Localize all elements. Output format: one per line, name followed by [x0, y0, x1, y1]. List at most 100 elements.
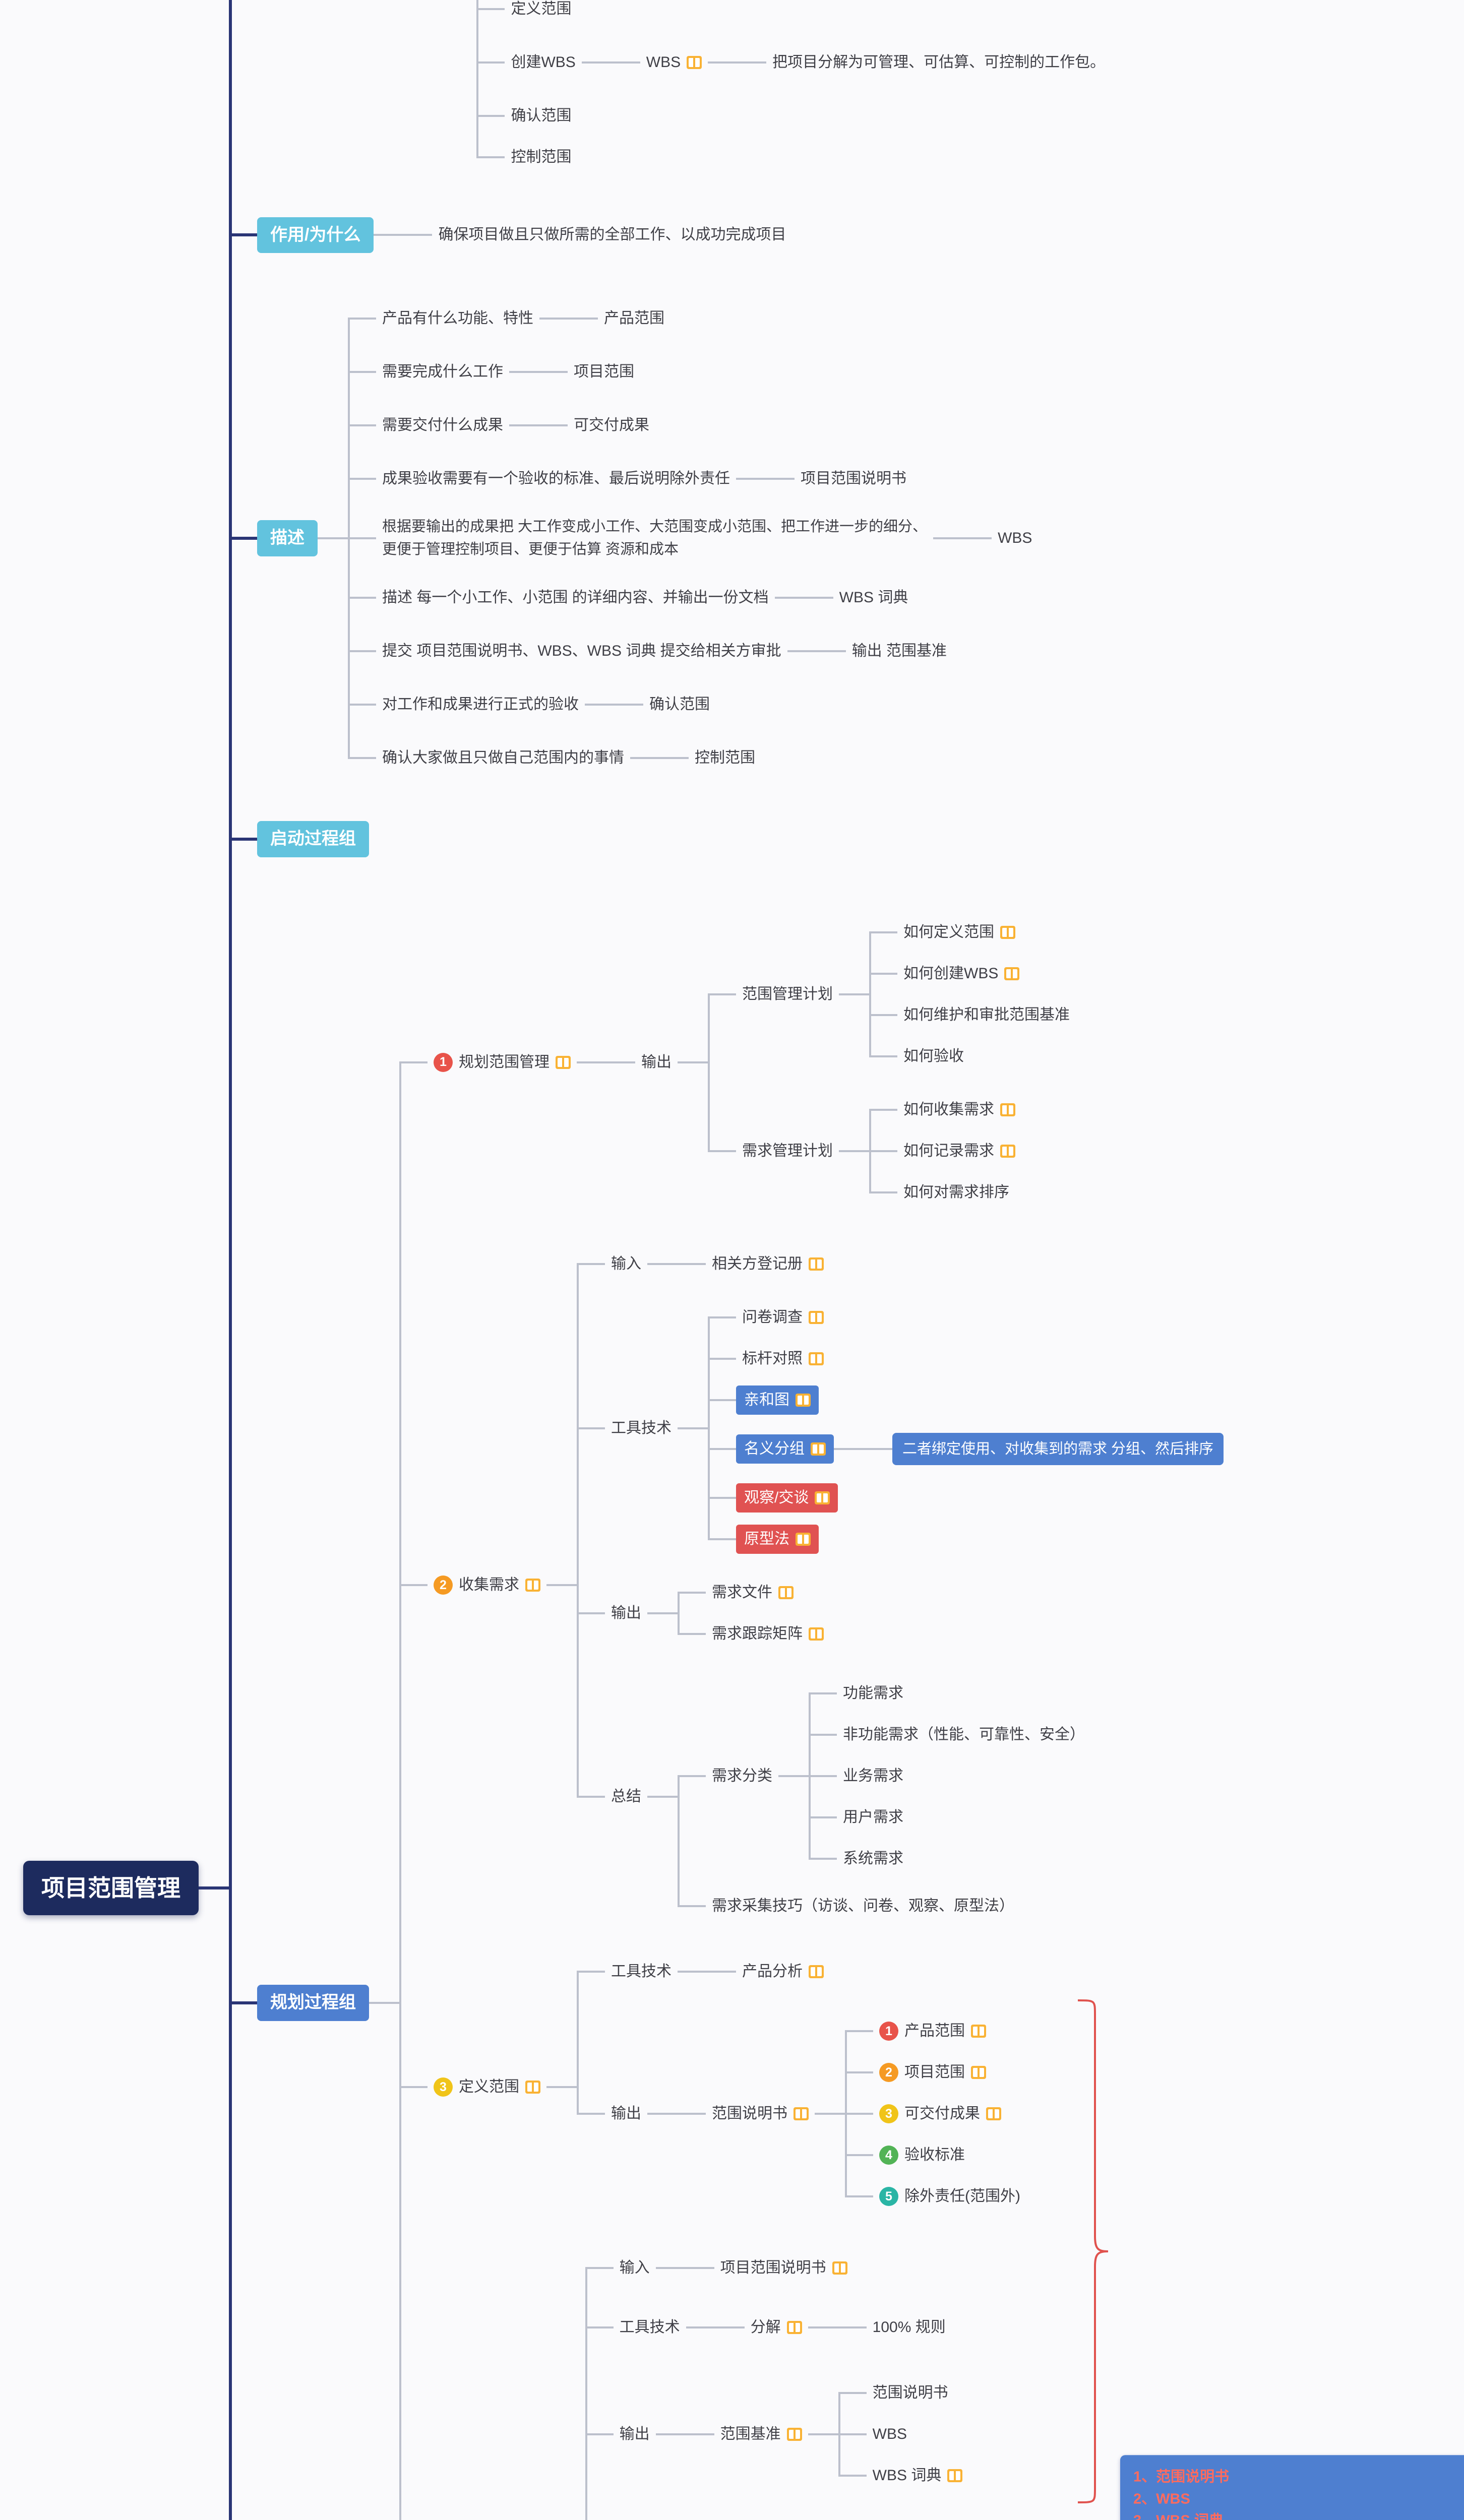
tree-branch: 二者绑定使用、对收集到的需求 分组、然后排序 [864, 1427, 1224, 1472]
node-label[interactable]: 工具技术 [605, 1957, 678, 1986]
node-label[interactable]: 分解 [745, 2313, 808, 2342]
node-label[interactable]: 定义范围 [505, 0, 577, 24]
node-label[interactable]: 范围基准 [714, 2420, 808, 2449]
connector-line [678, 1427, 708, 1430]
node-label[interactable]: 亲和图 [736, 1385, 819, 1415]
node-label[interactable]: 提交 项目范围说明书、WBS、WBS 词典 提交给相关方审批 [376, 637, 787, 666]
node-label[interactable]: 输出 范围基准 [846, 637, 953, 666]
mindmap-node: 根据要输出的成果把 大工作变成小工作、大范围变成小范围、把工作进一步的细分、 更… [376, 512, 1038, 565]
node-label[interactable]: 5 除外责任(范围外) [873, 2182, 1026, 2211]
node-label[interactable]: 根据要输出的成果把 大工作变成小工作、大范围变成小范围、把工作进一步的细分、 更… [376, 512, 933, 565]
node-label[interactable]: 名义分组 [736, 1434, 834, 1464]
node-label[interactable]: 如何记录需求 [897, 1137, 1021, 1166]
node-label[interactable]: 确认范围 [505, 101, 577, 131]
node-label[interactable]: 如何维护和审批范围基准 [897, 1000, 1076, 1030]
node-label[interactable]: WBS [867, 2420, 913, 2449]
node-label[interactable]: 如何创建WBS [897, 959, 1025, 988]
node-label[interactable]: 如何定义范围 [897, 918, 1021, 947]
node-label[interactable]: 1 规划范围管理 [428, 1048, 577, 1077]
node-label[interactable]: 需求管理计划 [736, 1137, 839, 1166]
node-label[interactable]: 4 验收标准 [873, 2140, 971, 2170]
node-label[interactable]: 如何收集需求 [897, 1095, 1021, 1124]
node-text: 收集需求 [459, 1577, 519, 1594]
node-label[interactable]: 项目范围 [568, 357, 640, 387]
node-label[interactable]: 需求采集技巧（访谈、问卷、观察、原型法） [706, 1892, 1020, 1921]
node-label[interactable]: 成果验收需要有一个验收的标准、最后说明除外责任 [376, 464, 736, 493]
node-label[interactable]: 如何验收 [897, 1042, 970, 1071]
node-label[interactable]: WBS [992, 524, 1038, 553]
node-label[interactable]: 功能需求 [837, 1679, 909, 1708]
node-label[interactable]: 输出 [635, 1048, 678, 1077]
node-text: 对工作和成果进行正式的验收 [382, 696, 579, 713]
node-text: 控制范围 [511, 149, 572, 166]
node-label[interactable]: WBS 词典 [867, 2461, 969, 2490]
node-label[interactable]: 范围管理计划 [736, 980, 839, 1009]
node-label[interactable]: 非功能需求（性能、可靠性、安全） [837, 1720, 1091, 1749]
node-label[interactable]: 确认大家做且只做自己范围内的事情 [376, 743, 630, 773]
node-text: 问卷调查 [742, 1308, 803, 1326]
node-label[interactable]: 需求跟踪矩阵 [706, 1619, 830, 1649]
node-label[interactable]: 创建WBS [505, 48, 581, 77]
node-label[interactable]: 把项目分解为可管理、可估算、可控制的工作包。 [766, 48, 1111, 77]
node-label[interactable]: 输出 [614, 2420, 656, 2449]
node-label[interactable]: 确保项目做且只做所需的全部工作、以成功完成项目 [432, 220, 792, 249]
node-label[interactable]: 原型法 [736, 1525, 819, 1554]
node-label[interactable]: 产品有什么功能、特性 [376, 304, 539, 333]
node-label[interactable]: 工具技术 [614, 2313, 686, 2342]
node-label[interactable]: 需要交付什么成果 [376, 411, 509, 440]
node-text: 总结 [611, 1788, 641, 1805]
node-label[interactable]: 范围说明书 [706, 2099, 815, 2128]
node-label[interactable]: 工具技术 [605, 1414, 678, 1443]
node-label[interactable]: 3 定义范围 [428, 2072, 546, 2102]
branch-initiating[interactable]: 启动过程组 [257, 821, 369, 857]
node-label[interactable]: 如何对需求排序 [897, 1178, 1015, 1207]
node-label[interactable]: 用户需求 [837, 1803, 909, 1832]
node-label[interactable]: 产品范围 [598, 304, 670, 333]
node-label[interactable]: 需求分类 [706, 1761, 778, 1791]
node-label[interactable]: 描述 每一个小工作、小范围 的详细内容、并输出一份文档 [376, 583, 775, 612]
node-label[interactable]: 总结 [605, 1782, 647, 1811]
node-label[interactable]: 系统需求 [837, 1844, 909, 1873]
node-label[interactable]: 观察/交谈 [736, 1483, 838, 1513]
mindmap-node: 系统需求 [837, 1844, 1091, 1873]
node-label[interactable]: 需要完成什么工作 [376, 357, 509, 387]
node-label[interactable]: 2 收集需求 [428, 1570, 546, 1600]
branch-description[interactable]: 描述 [257, 520, 318, 557]
node-label[interactable]: WBS [640, 48, 708, 77]
node-label[interactable]: 输入 [614, 2253, 656, 2283]
node-label[interactable]: WBS 词典 [833, 583, 914, 612]
node-label[interactable]: 1 产品范围 [873, 2017, 992, 2046]
node-label[interactable]: 3 可交付成果 [873, 2099, 1007, 2128]
node-label[interactable]: 业务需求 [837, 1761, 909, 1791]
node-label[interactable]: 2 项目范围 [873, 2058, 992, 2087]
branch-planning[interactable]: 规划过程组 [257, 1985, 369, 2021]
node-label[interactable]: 输出 [605, 2099, 647, 2128]
node-label[interactable]: 100% 规则 [867, 2313, 952, 2342]
node-label[interactable]: 标杆对照 [736, 1344, 830, 1373]
node-label[interactable]: 项目范围说明书 [795, 464, 912, 493]
mindmap-node: 5 除外责任(范围外) [873, 2182, 1026, 2211]
node-label[interactable]: 范围说明书 [867, 2378, 954, 2408]
node-label[interactable]: 相关方登记册 [706, 1249, 830, 1279]
pairing-callout[interactable]: 二者绑定使用、对收集到的需求 分组、然后排序 [892, 1432, 1224, 1466]
node-label[interactable]: 问卷调查 [736, 1303, 830, 1332]
node-label[interactable]: 输出 [605, 1599, 647, 1628]
node-text: 观察/交谈 [744, 1489, 809, 1506]
node-text: 输出 [641, 1053, 672, 1070]
node-label[interactable]: 对工作和成果进行正式的验收 [376, 690, 585, 719]
mindmap-node: 分解 100% 规则 [745, 2307, 952, 2348]
node-text: 创建WBS [511, 54, 576, 71]
node-label[interactable]: 控制范围 [505, 143, 577, 172]
root-node[interactable]: 项目范围管理 [23, 1860, 199, 1916]
node-label[interactable]: 输入 [605, 1249, 647, 1279]
node-label[interactable]: 可交付成果 [568, 411, 655, 440]
node-label[interactable]: 产品分析 [736, 1957, 830, 1986]
book-icon [809, 1257, 824, 1271]
node-label[interactable]: 项目范围说明书 [714, 2253, 853, 2283]
node-label[interactable]: 控制范围 [689, 743, 761, 773]
node-label[interactable]: 需求文件 [706, 1578, 800, 1607]
node-label[interactable]: 确认范围 [643, 690, 716, 719]
branch-why[interactable]: 作用/为什么 [257, 217, 374, 254]
tree-branch: 组成部分1控制账户2规划包3工作包 [585, 2508, 1214, 2520]
